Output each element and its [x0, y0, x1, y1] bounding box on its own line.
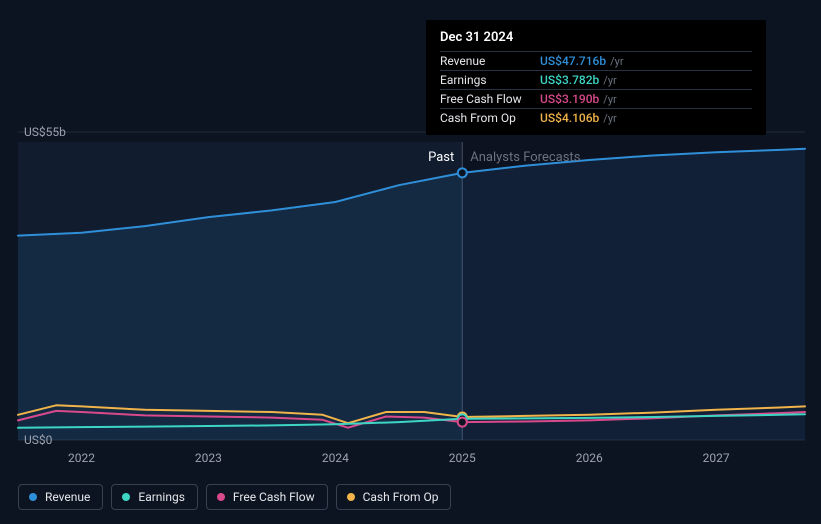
legend-item-revenue[interactable]: Revenue [18, 484, 103, 510]
financials-chart: US$55b US$0 Past Analysts Forecasts 2022… [0, 0, 821, 524]
chart-legend: Revenue Earnings Free Cash Flow Cash From O… [18, 484, 451, 510]
tooltip-row-label: Earnings [440, 73, 540, 87]
legend-dot-icon [347, 493, 355, 501]
x-axis-tick: 2024 [322, 451, 349, 465]
legend-item-free_cash_flow[interactable]: Free Cash Flow [206, 484, 328, 510]
tooltip-row-label: Revenue [440, 54, 540, 68]
tooltip-row: EarningsUS$3.782b/yr [440, 70, 752, 89]
legend-item-earnings[interactable]: Earnings [111, 484, 198, 510]
x-axis-tick: 2027 [703, 451, 730, 465]
tooltip-row-unit: /yr [603, 112, 616, 125]
tooltip-row-value: US$3.782b [540, 73, 599, 87]
tooltip-row: RevenueUS$47.716b/yr [440, 51, 752, 70]
x-axis-tick: 2025 [449, 451, 476, 465]
tooltip-row-label: Cash From Op [440, 111, 540, 125]
chart-tooltip: Dec 31 2024 RevenueUS$47.716b/yrEarnings… [426, 20, 766, 135]
legend-dot-icon [29, 493, 37, 501]
legend-item-cash_from_op[interactable]: Cash From Op [336, 484, 452, 510]
x-axis-tick: 2023 [195, 451, 222, 465]
x-axis-tick: 2026 [576, 451, 603, 465]
y-axis-label-min: US$0 [24, 433, 52, 447]
legend-item-label: Free Cash Flow [233, 490, 315, 504]
y-axis-label-max: US$55b [24, 125, 66, 139]
tooltip-row: Free Cash FlowUS$3.190b/yr [440, 89, 752, 108]
tooltip-row: Cash From OpUS$4.106b/yr [440, 108, 752, 127]
section-label-forecast: Analysts Forecasts [470, 150, 580, 165]
legend-item-label: Cash From Op [363, 490, 439, 504]
tooltip-row-unit: /yr [603, 93, 616, 106]
tooltip-row-unit: /yr [603, 74, 616, 87]
tooltip-row-value: US$3.190b [540, 92, 599, 106]
legend-dot-icon [122, 493, 130, 501]
legend-item-label: Revenue [45, 490, 90, 504]
legend-item-label: Earnings [138, 490, 185, 504]
section-label-past: Past [428, 150, 454, 165]
legend-dot-icon [217, 493, 225, 501]
x-axis-tick: 2022 [68, 451, 95, 465]
tooltip-row-label: Free Cash Flow [440, 92, 540, 106]
tooltip-row-value: US$4.106b [540, 111, 599, 125]
tooltip-row-unit: /yr [610, 55, 623, 68]
tooltip-date: Dec 31 2024 [440, 28, 752, 51]
tooltip-row-value: US$47.716b [540, 54, 606, 68]
